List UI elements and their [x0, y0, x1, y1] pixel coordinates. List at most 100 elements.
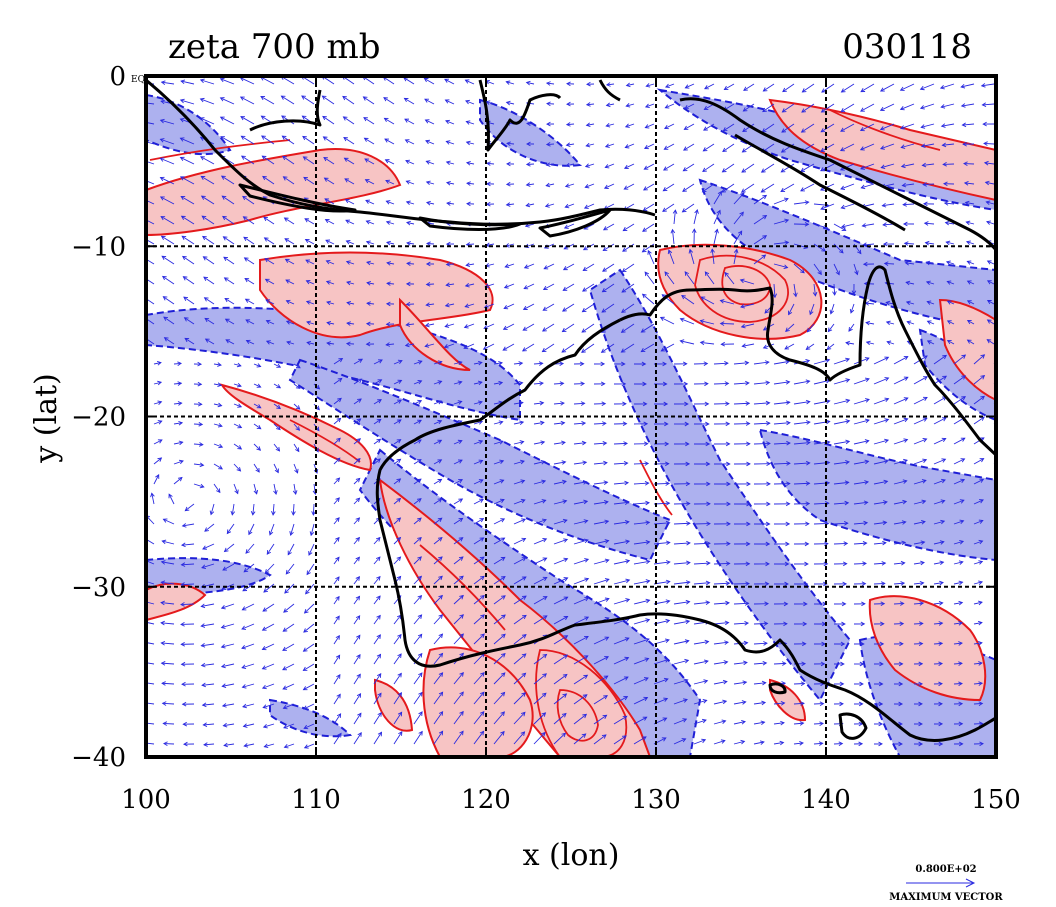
wind-vector — [653, 677, 669, 685]
wind-vector — [202, 543, 215, 550]
wind-vector — [553, 440, 566, 446]
wind-vector — [239, 96, 255, 105]
wind-vector — [213, 362, 222, 367]
wind-vector — [523, 263, 535, 269]
wind-vector — [413, 478, 422, 485]
wind-vector — [620, 343, 635, 353]
wind-vector — [273, 463, 279, 474]
wind-vector — [433, 672, 444, 685]
wind-vector — [573, 519, 589, 525]
wind-vector — [664, 83, 675, 89]
wind-vector — [173, 401, 183, 406]
wind-vector — [286, 340, 295, 346]
wind-vector — [541, 343, 555, 353]
wind-vector — [405, 180, 415, 185]
wind-vector — [199, 117, 215, 125]
wind-vector — [293, 403, 301, 410]
wind-vector — [413, 536, 422, 545]
wind-vector — [303, 603, 315, 614]
wind-vector — [604, 143, 615, 148]
wind-vector — [693, 209, 699, 225]
wind-vector — [553, 596, 569, 605]
wind-vector — [973, 478, 985, 485]
wind-vector — [244, 298, 255, 305]
wind-vector — [284, 238, 295, 245]
wind-vector — [343, 157, 355, 165]
wind-vector — [820, 163, 835, 172]
wind-vector — [621, 283, 635, 293]
wind-vector — [893, 641, 904, 647]
wind-vector — [413, 380, 423, 385]
wind-vector — [773, 561, 790, 567]
wind-vector — [573, 460, 588, 466]
wind-vector — [684, 83, 695, 89]
wind-vector — [953, 519, 965, 525]
wind-vector — [913, 540, 926, 545]
wind-vector — [983, 141, 995, 146]
wind-vector — [393, 711, 403, 725]
wind-vector — [562, 283, 575, 291]
wind-vector — [413, 517, 422, 525]
wind-vector — [181, 235, 195, 245]
wind-vector — [773, 461, 791, 466]
wind-vector — [553, 401, 565, 406]
wind-vector — [333, 615, 340, 625]
wind-vector — [179, 137, 195, 145]
wind-vector — [913, 641, 924, 647]
wind-vector — [373, 359, 383, 365]
wind-vector — [933, 701, 943, 707]
wind-vector — [325, 239, 335, 245]
wind-vector — [241, 603, 255, 611]
wind-vector — [240, 135, 255, 145]
wind-vector — [353, 378, 363, 385]
wind-vector — [245, 543, 255, 554]
wind-vector — [433, 459, 443, 465]
wind-vector — [793, 379, 811, 385]
wind-vector — [493, 711, 505, 725]
wind-vector — [713, 600, 730, 606]
wind-vector — [741, 343, 755, 348]
wind-vector — [366, 260, 375, 266]
wind-vector — [473, 439, 484, 445]
wind-vector — [962, 141, 975, 147]
wind-vector — [933, 621, 944, 626]
wind-vector — [385, 342, 395, 347]
wind-vector — [613, 559, 631, 565]
wind-vector — [173, 459, 184, 465]
wind-vector — [223, 277, 235, 285]
red-contour — [289, 419, 361, 463]
wind-vector — [753, 461, 771, 467]
wind-vector — [353, 615, 361, 625]
wind-vector — [200, 603, 215, 609]
wind-vector — [542, 303, 555, 311]
wind-vector — [644, 103, 655, 108]
wind-vector — [684, 103, 695, 110]
wind-vector — [973, 741, 984, 747]
wind-vector — [173, 420, 184, 426]
wind-vector — [740, 183, 755, 193]
wind-vector — [713, 228, 719, 245]
wind-vector — [444, 78, 455, 85]
wind-vector — [953, 661, 963, 666]
wind-vector — [553, 538, 569, 545]
wind-vector — [833, 661, 845, 667]
wind-vector — [373, 399, 382, 405]
wind-vector — [673, 401, 689, 407]
wind-vector — [913, 438, 928, 445]
wind-vector — [944, 220, 955, 226]
wind-vector — [833, 419, 851, 425]
wind-vector — [973, 641, 983, 646]
wind-vector — [213, 423, 223, 428]
wind-vector — [573, 616, 590, 625]
x-tick-label: 150 — [971, 785, 1021, 815]
wind-vector — [533, 712, 547, 725]
wind-vector — [721, 183, 735, 193]
wind-vector — [913, 520, 926, 525]
wind-vector — [963, 181, 975, 186]
wind-vector — [941, 142, 955, 148]
wind-vector — [840, 223, 855, 229]
wind-vector — [633, 677, 649, 685]
wind-vector — [940, 103, 955, 109]
wind-vector — [200, 662, 215, 668]
wind-vector — [199, 78, 215, 85]
